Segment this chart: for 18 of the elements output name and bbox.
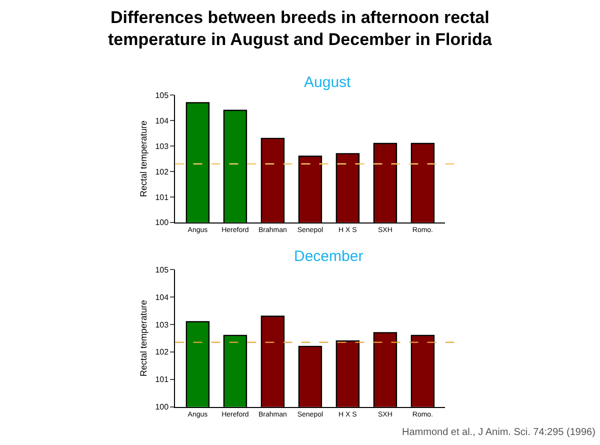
y-tick-label: 105	[155, 265, 170, 274]
y-axis-title: Rectal temperature	[138, 120, 149, 198]
chart-title: December	[294, 248, 364, 265]
y-tick-label: 100	[155, 218, 170, 228]
chart-title: Differences between breeds in afternoon rectal temperature in August and December in Florida	[108, 8, 492, 50]
y-tick-label: 100	[155, 402, 170, 412]
y-tick-label: 103	[155, 142, 170, 151]
y-tick-label: 102	[155, 167, 170, 176]
y-tick-label: 104	[155, 292, 170, 302]
y-tick-label: 101	[155, 192, 170, 202]
y-tick-label: 102	[155, 348, 170, 357]
y-tick-label: 104	[155, 116, 170, 126]
y-axis-title: Rectal temperature	[138, 300, 149, 376]
y-tick-label: 101	[155, 375, 170, 384]
text: Hammond et al., J Anim. Sci. 74:295 (1996)	[402, 427, 596, 438]
y-tick-label: 105	[155, 90, 170, 100]
y-tick-label: 103	[155, 320, 170, 330]
chart-subtitle: August	[304, 74, 352, 91]
